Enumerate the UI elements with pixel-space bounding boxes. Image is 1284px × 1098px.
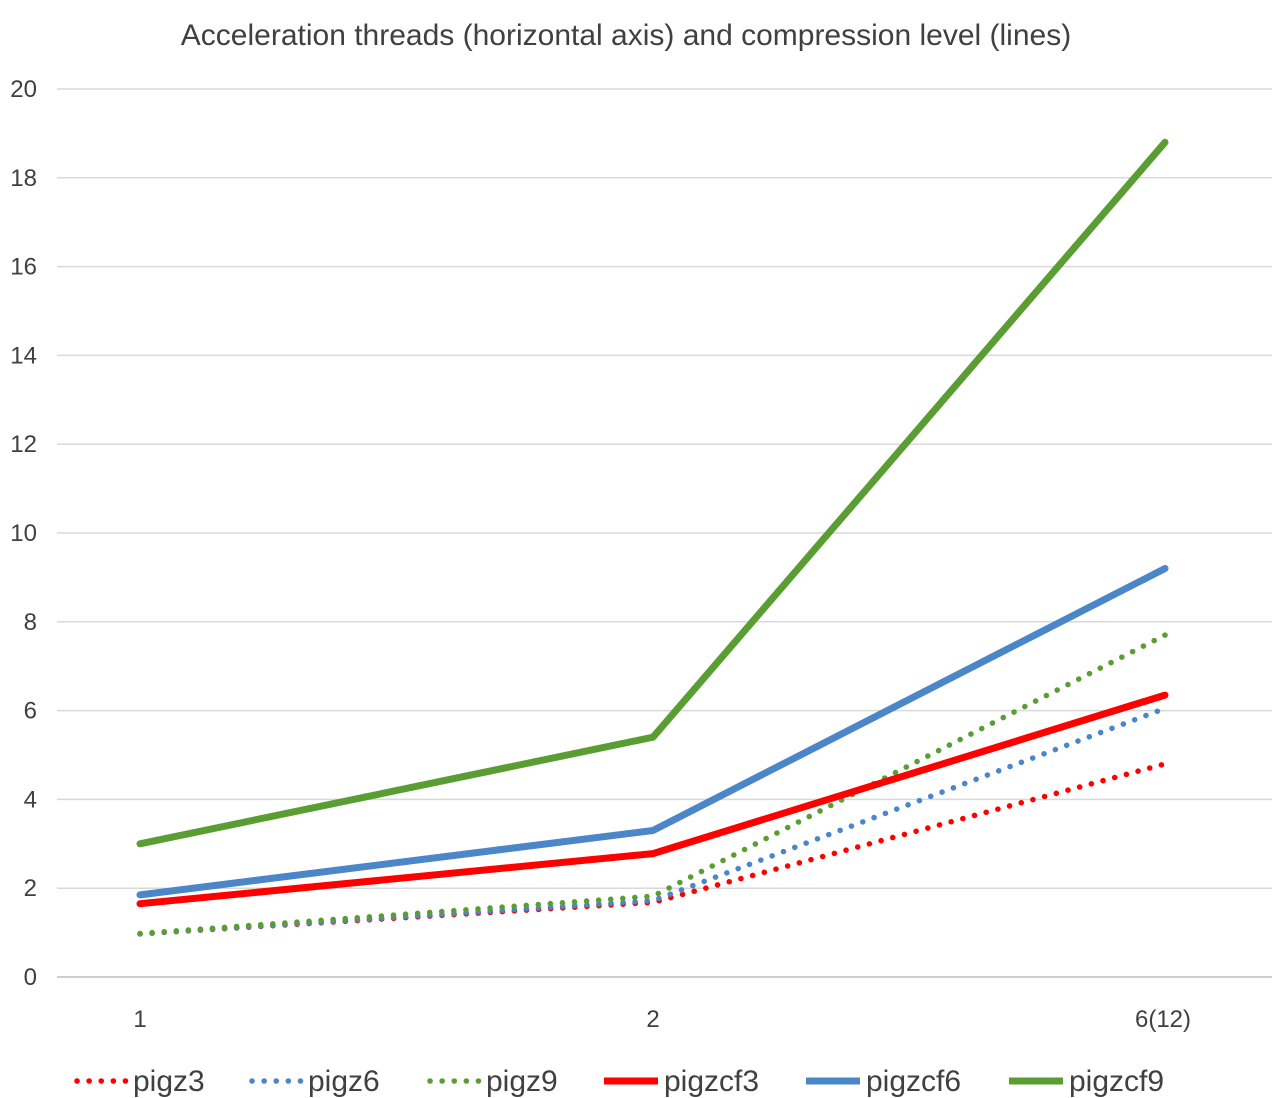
y-tick-label: 0 (24, 964, 37, 991)
y-tick-label: 2 (24, 875, 37, 902)
x-axis-ticks: 1 2 6(12) (133, 1006, 1191, 1033)
legend-label-pigz6: pigz6 (308, 1065, 380, 1098)
y-tick-label: 8 (24, 609, 37, 636)
series-line-pigzcf6 (136, 565, 1169, 899)
legend-label-pigz9: pigz9 (486, 1065, 558, 1098)
y-tick-label: 16 (10, 254, 37, 281)
y-tick-label: 18 (10, 165, 37, 192)
legend-label-pigz3: pigz3 (133, 1065, 205, 1098)
series-lines (136, 138, 1169, 937)
y-tick-label: 4 (24, 786, 37, 813)
y-tick-label: 10 (10, 520, 37, 547)
y-tick-label: 12 (10, 431, 37, 458)
x-tick-label: 6(12) (1135, 1006, 1191, 1033)
series-line-pigz3 (137, 761, 1168, 937)
legend-label-pigzcf3: pigzcf3 (664, 1065, 759, 1098)
x-tick-label: 1 (133, 1006, 146, 1033)
x-tick-label: 2 (646, 1006, 659, 1033)
series-line-pigzcf9 (136, 138, 1169, 848)
chart-title: Acceleration threads (horizontal axis) a… (181, 19, 1071, 52)
legend-label-pigzcf6: pigzcf6 (866, 1065, 961, 1098)
gridlines (57, 88, 1272, 978)
series-line-pigzcf3 (136, 691, 1169, 908)
legend-label-pigzcf9: pigzcf9 (1069, 1065, 1164, 1098)
y-tick-label: 14 (10, 342, 37, 369)
legend: pigz3 pigz6 pigz9 pigzcf3 pigzcf6 pigzcf9 (74, 1065, 1164, 1098)
series-line-pigz9 (137, 632, 1168, 937)
y-tick-label: 6 (24, 698, 37, 725)
y-tick-label: 20 (10, 76, 37, 103)
y-axis-ticks: 0 2 4 6 8 10 12 14 16 18 20 (10, 76, 37, 991)
